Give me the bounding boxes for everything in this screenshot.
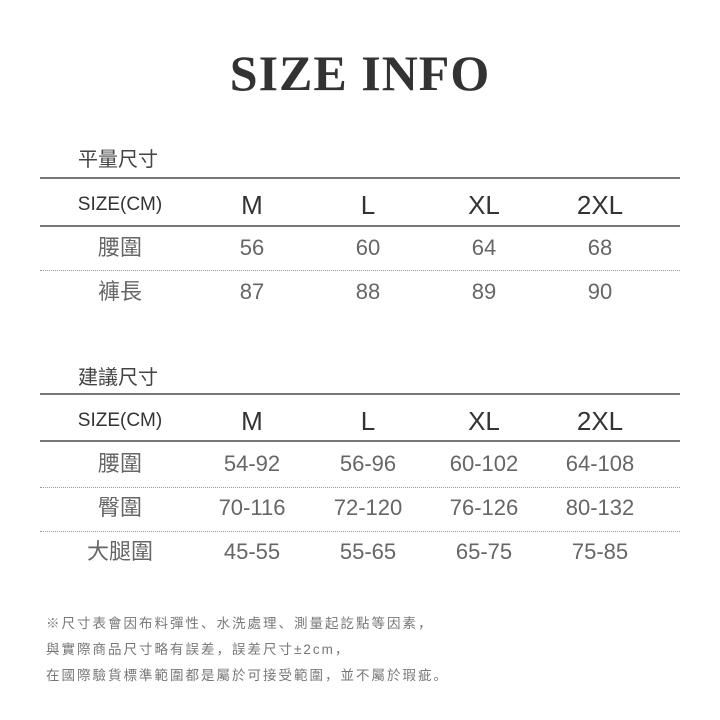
cell: 55-65	[339, 539, 397, 564]
header-cell: M	[241, 406, 263, 436]
flat-size-title: 平量尺寸	[78, 149, 158, 171]
row-label: 褲長	[97, 279, 142, 304]
divider	[40, 225, 680, 227]
dotted-divider	[40, 487, 680, 488]
header-cell: SIZE(CM)	[77, 410, 163, 431]
header-cell: L	[360, 406, 376, 436]
divider	[40, 440, 680, 442]
suggested-size-title: 建議尺寸	[78, 367, 158, 389]
note-line: 在國際驗貨標準範圍都是屬於可接受範圍，並不屬於瑕疵。	[46, 668, 449, 683]
table-row: 褲長 87 88 89 90	[0, 277, 720, 307]
table-row: 腰圍 56 60 64 68	[0, 233, 720, 263]
cell: 76-126	[449, 495, 519, 520]
cell: 80-132	[565, 495, 635, 520]
note-line: 與實際商品尺寸略有誤差，誤差尺寸±2cm，	[46, 642, 351, 657]
cell: 54-92	[223, 451, 281, 476]
header-cell: 2XL	[576, 190, 624, 220]
suggested-header-row: SIZE(CM) M L XL 2XL	[0, 406, 720, 436]
cell: 45-55	[223, 539, 281, 564]
cell: 60	[355, 235, 381, 260]
header-cell: XL	[468, 406, 500, 436]
flat-header-row: SIZE(CM) M L XL 2XL	[0, 190, 720, 220]
note-line: ※尺寸表會因布料彈性、水洗處理、測量起訖點等因素，	[46, 616, 434, 631]
header-cell: L	[360, 190, 376, 220]
header-cell: XL	[468, 190, 500, 220]
table-row: 腰圍 54-92 56-96 60-102 64-108	[0, 449, 720, 479]
cell: 68	[587, 235, 613, 260]
page-title: SIZE INFO	[229, 45, 491, 101]
cell: 89	[471, 279, 497, 304]
cell: 64-108	[565, 451, 635, 476]
row-label: 臀圍	[97, 495, 142, 520]
table-row: 大腿圍 45-55 55-65 65-75 75-85	[0, 537, 720, 567]
header-cell: SIZE(CM)	[77, 194, 163, 215]
header-cell: 2XL	[576, 406, 624, 436]
cell: 70-116	[218, 495, 286, 520]
row-label: 大腿圍	[86, 539, 153, 564]
cell: 64	[471, 235, 497, 260]
row-label: 腰圍	[97, 235, 142, 260]
cell: 88	[355, 279, 381, 304]
dotted-divider	[40, 270, 680, 271]
row-label: 腰圍	[97, 451, 142, 476]
cell: 56-96	[339, 451, 397, 476]
cell: 75-85	[571, 539, 629, 564]
divider	[40, 393, 680, 395]
cell: 60-102	[449, 451, 519, 476]
cell: 56	[239, 235, 265, 260]
divider	[40, 177, 680, 179]
table-row: 臀圍 70-116 72-120 76-126 80-132	[0, 493, 720, 523]
cell: 72-120	[333, 495, 403, 520]
header-cell: M	[241, 190, 263, 220]
dotted-divider	[40, 531, 680, 532]
cell: 90	[587, 279, 613, 304]
cell: 87	[239, 279, 265, 304]
cell: 65-75	[455, 539, 513, 564]
